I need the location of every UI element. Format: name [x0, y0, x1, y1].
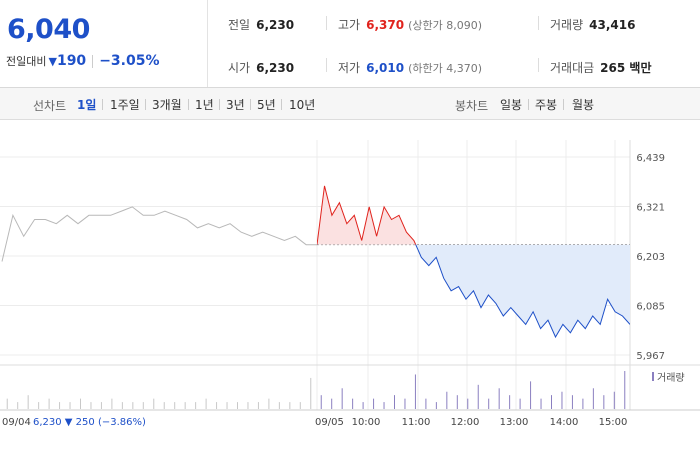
price-box: 6,040 전일대비 ▼190 −3.05% [0, 0, 208, 87]
tab-3year[interactable]: 3년 [226, 98, 245, 112]
divider [219, 99, 220, 110]
x-tick-label: 11:00 [402, 417, 431, 428]
divider [326, 16, 327, 30]
open-price: 시가 6,230 [228, 61, 295, 75]
tab-3month[interactable]: 3개월 [152, 98, 182, 112]
down-area [317, 244, 630, 337]
current-price: 6,040 [7, 14, 90, 45]
chart-svg: 6,439 6,321 6,203 6,085 5,967 거래량 09/05 10:00 11… [0, 140, 700, 428]
volume-legend-swatch [652, 372, 654, 381]
today-line-down [317, 244, 630, 339]
tab-1day[interactable]: 1일 [77, 98, 97, 112]
high-price: 고가 6,370 (상한가 8,090) [338, 18, 482, 32]
y-tick-label: 6,203 [636, 252, 665, 263]
x-tick-label: 14:00 [550, 417, 579, 428]
tab-1year[interactable]: 1년 [195, 98, 214, 112]
divider [528, 99, 529, 110]
down-arrow-icon: ▼ [48, 55, 57, 68]
divider [250, 99, 251, 110]
change-label: 전일대비 [6, 55, 47, 68]
change-percent: −3.05% [99, 53, 160, 69]
y-tick-label: 5,967 [636, 351, 665, 362]
volume: 거래량 43,416 [550, 18, 636, 32]
divider [538, 58, 539, 72]
price-change: 전일대비 ▼190 −3.05% [6, 53, 160, 69]
volume-legend-label: 거래량 [657, 372, 685, 384]
divider [188, 99, 189, 110]
y-tick-label: 6,439 [636, 153, 665, 164]
tab-10year[interactable]: 10년 [289, 98, 316, 112]
chart-tabs: 선차트 1일 1주일 3개월 1년 3년 5년 10년 봉차트 일봉 주봉 월봉 [0, 88, 700, 120]
up-area [317, 185, 416, 245]
low-price: 저가 6,010 (하한가 4,370) [338, 61, 482, 75]
x-tick-label: 15:00 [599, 417, 628, 428]
divider [563, 99, 564, 110]
divider [326, 58, 327, 72]
stock-summary: 6,040 전일대비 ▼190 −3.05% 전일 6,230 고가 6,370 (상한가… [0, 0, 700, 88]
prev-day-label: 09/04 [2, 417, 31, 428]
divider [538, 16, 539, 30]
divider [102, 99, 103, 110]
tab-1week[interactable]: 1주일 [110, 98, 140, 112]
tab-monthly[interactable]: 월봉 [572, 98, 595, 112]
trade-amount: 거래대금 265 백만 [550, 61, 652, 75]
x-tick-label: 09/05 [315, 417, 344, 428]
change-value: 190 [56, 53, 87, 69]
price-chart: 6,439 6,321 6,203 6,085 5,967 거래량 09/05 10:00 11… [0, 120, 700, 450]
tab-weekly[interactable]: 주봉 [535, 98, 558, 112]
y-tick-label: 6,321 [636, 203, 665, 214]
candle-chart-label: 봉차트 [455, 99, 489, 113]
x-tick-label: 10:00 [352, 417, 381, 428]
divider [92, 55, 94, 68]
prev-day-line [1, 206, 317, 262]
x-tick-label: 12:00 [451, 417, 480, 428]
prev-close: 전일 6,230 [228, 18, 295, 32]
y-tick-label: 6,085 [636, 302, 665, 313]
price-stats: 전일 6,230 고가 6,370 (상한가 8,090) 거래량 43,416 시가 6… [208, 0, 700, 87]
divider [145, 99, 146, 110]
line-chart-label: 선차트 [33, 99, 67, 113]
tab-daily[interactable]: 일봉 [500, 98, 523, 112]
today-line-up [317, 185, 417, 245]
divider [281, 99, 282, 110]
x-tick-label: 13:00 [500, 417, 529, 428]
tab-5year[interactable]: 5년 [257, 98, 276, 112]
prev-day-close: 6,230 ▼ 250 (−3.86%) [33, 417, 146, 428]
